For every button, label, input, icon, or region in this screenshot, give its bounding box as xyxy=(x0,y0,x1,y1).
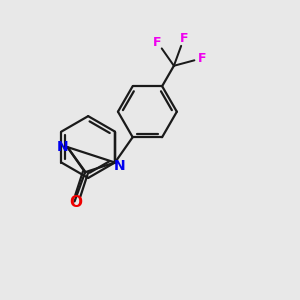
Text: F: F xyxy=(153,36,162,49)
Text: O: O xyxy=(69,194,82,209)
Text: N: N xyxy=(113,159,125,172)
Text: F: F xyxy=(197,52,206,65)
Text: F: F xyxy=(179,32,188,45)
Text: N: N xyxy=(56,140,68,154)
